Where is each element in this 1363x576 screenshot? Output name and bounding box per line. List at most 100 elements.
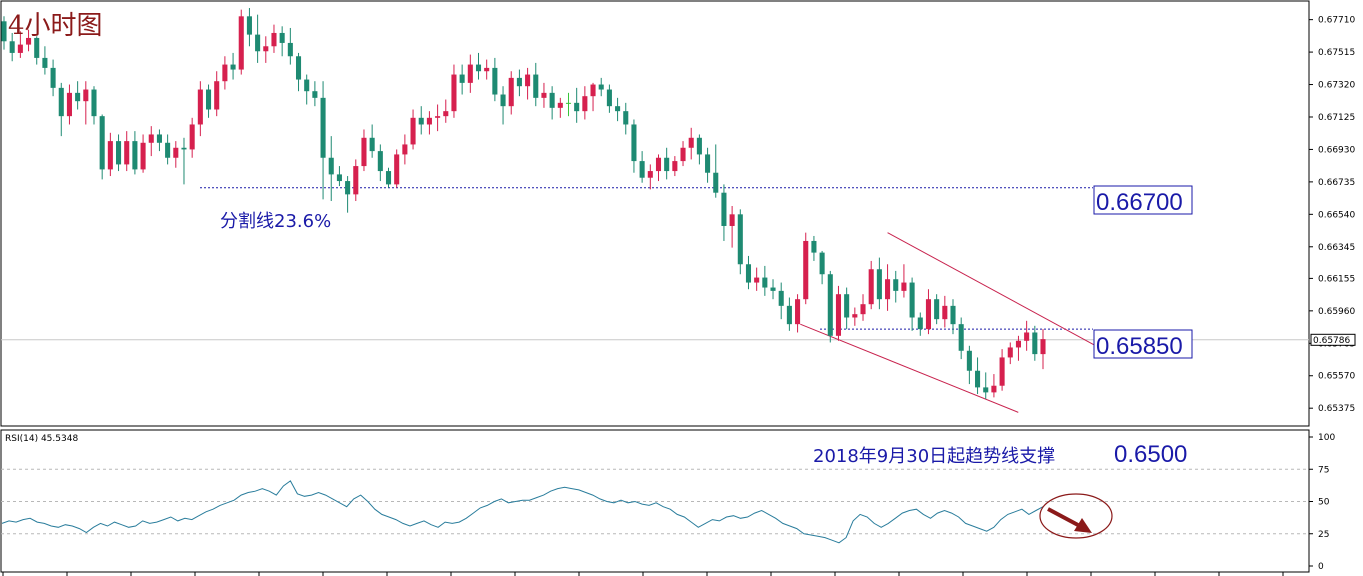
candle-body [1024,332,1030,341]
candle-body [26,37,32,45]
candle-body [819,252,825,275]
price-tick-label: 0.65570 [1318,372,1355,382]
channel-upper-line [887,232,1106,352]
current-price-tag-box [1310,333,1356,346]
candle [852,307,858,326]
price-tick-label: 0.67710 [1318,16,1355,26]
candle [435,104,441,132]
candle-body [345,181,351,195]
candle [312,81,318,107]
candle-body [778,290,784,306]
candle-body [17,44,23,53]
candle-body [312,91,318,98]
candle-body [492,67,498,95]
candle [484,59,490,80]
candle [737,209,743,275]
candle-body [983,387,989,393]
candle [353,159,359,202]
candle-body [917,317,923,330]
rsi-tick-label: 50 [1318,498,1330,508]
support-annotation: 2018年9月30日起趋势线支撑 [813,446,1055,467]
candle [377,144,383,182]
candle [295,52,302,92]
candle [664,147,670,180]
candle-body [590,84,596,97]
candle-body [934,299,940,320]
candle-body [705,154,711,173]
candle [1007,342,1013,365]
candle [983,372,989,400]
candle-body [901,282,907,291]
candle [680,141,686,167]
candle-body [58,87,64,117]
level-label-65850: 0.65850 [1096,333,1183,360]
candle-body [9,41,15,53]
candle [328,136,334,202]
candle-body [426,117,432,125]
candle [42,46,48,75]
candle-body [418,117,424,125]
candle-body [189,124,195,150]
candle-body [75,92,81,102]
candle [91,86,97,125]
price-tick-label: 0.65375 [1318,404,1355,414]
candle-body [304,79,310,92]
candle-body [287,42,293,57]
candle [590,82,596,112]
candle-body [925,299,932,330]
candle [287,27,293,65]
candle-body [827,274,833,336]
candle-body [181,147,187,150]
candle-body [893,279,899,291]
candle [860,294,866,321]
candle-body [500,94,506,107]
price-tick-label: 0.67515 [1318,48,1355,58]
candle [189,117,195,158]
rsi-indicator-label: RSI(14) 45.5348 [5,434,78,444]
candle [672,156,678,177]
candle-body [91,89,97,117]
candle [786,297,792,331]
candle-body [1015,340,1021,348]
candle [868,260,874,310]
candle [541,82,547,108]
price-panel-frame [0,0,1310,427]
candle-body [795,299,801,325]
candle [565,92,572,117]
candle [803,232,809,305]
candle-body [688,137,694,148]
candle [557,97,563,118]
trend-channel [800,232,1106,413]
candle-body [435,116,441,118]
arrow-head [1074,518,1092,533]
candle [975,357,981,395]
candle-body [516,77,522,87]
candle-body [574,102,580,112]
candle [222,56,228,90]
candle [729,206,735,248]
candle [942,295,948,328]
candle [999,349,1005,391]
candle [451,64,457,118]
price-tick-label: 0.67320 [1318,81,1355,91]
candle-body [615,106,621,112]
candle-body [66,92,72,117]
candle [901,264,907,298]
candle [754,267,760,291]
candle-body [631,124,637,162]
candle [402,134,408,165]
price-tick-label: 0.67125 [1318,113,1355,123]
candle-body [975,370,981,388]
candle-body [639,161,645,178]
candle-body [246,16,252,35]
candle-body [214,81,220,110]
candle [795,294,801,333]
arrow-shaft [1047,507,1079,527]
candle [418,106,424,135]
candle-body [328,157,334,175]
candle-body [132,141,138,170]
candle-body [148,134,154,143]
candle-body [205,89,212,110]
candle-body [271,32,277,47]
candle-body [369,137,375,152]
